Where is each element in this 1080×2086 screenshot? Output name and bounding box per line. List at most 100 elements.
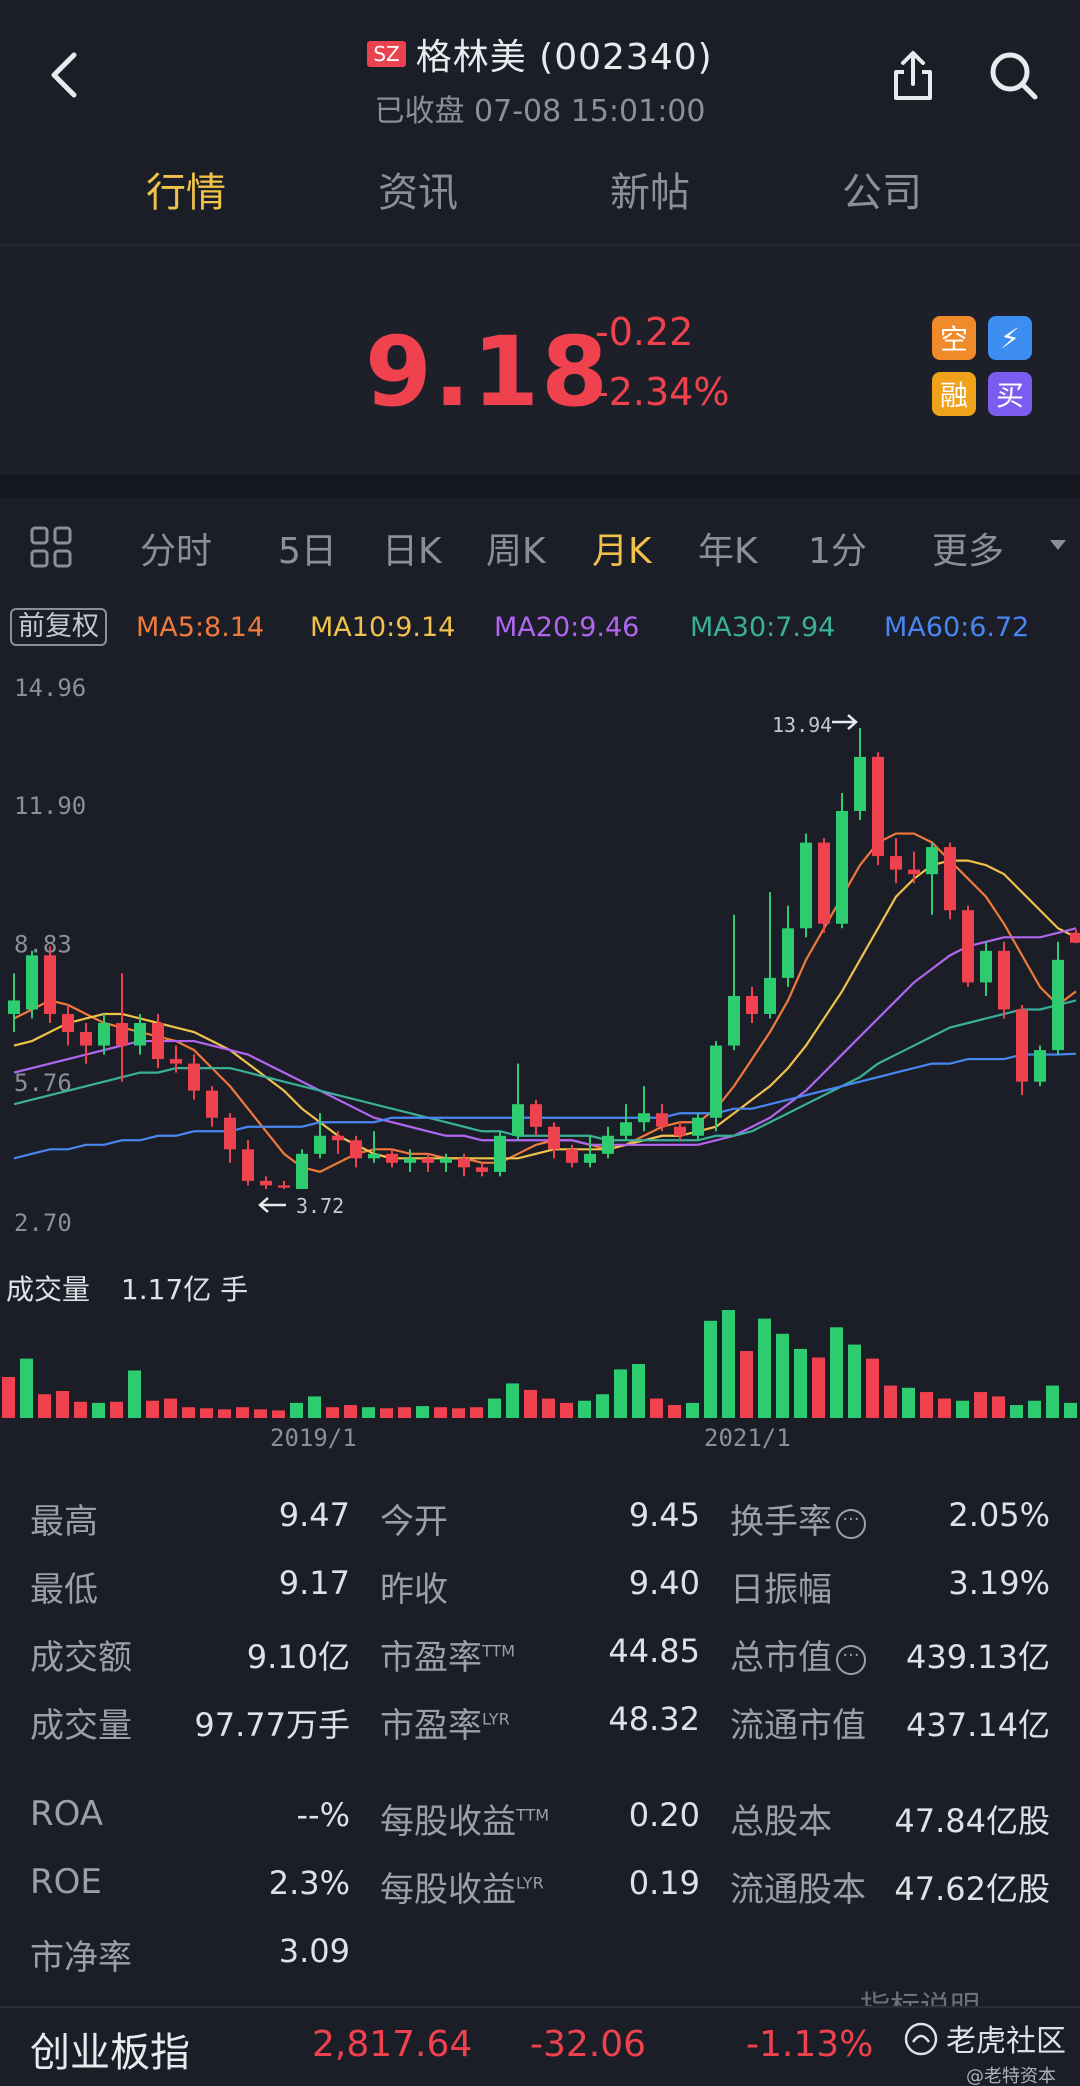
candle-body (1034, 1050, 1046, 1082)
stat-label-suffix: LYR (482, 1709, 510, 1729)
period-tabs: 分时 5日 日K 周K 月K 年K 1分 更多 (0, 498, 1080, 594)
short-sell-icon[interactable]: 空 (932, 316, 976, 360)
volume-bar (902, 1387, 915, 1418)
volume-bar (1010, 1405, 1023, 1418)
volume-bar (938, 1398, 951, 1418)
ma-legend: 前复权 MA5:8.14 MA10:9.14 MA20:9.46 MA30:7.… (0, 604, 1080, 652)
candle-body (332, 1135, 344, 1141)
candle-body (152, 1023, 164, 1060)
buy-icon[interactable]: 买 (988, 372, 1032, 416)
back-button[interactable] (40, 45, 90, 105)
search-button[interactable] (988, 50, 1040, 102)
volume-bar (974, 1392, 987, 1418)
period-daily[interactable]: 日K (382, 531, 442, 572)
volume-bar (524, 1389, 537, 1418)
candle-body (764, 977, 776, 1014)
ma-line-ma20 (13, 927, 1077, 1146)
exchange-badge: SZ (367, 41, 406, 67)
adjust-button[interactable]: 前复权 (10, 608, 107, 646)
index-ticker-bar[interactable]: 创业板指 2,817.64 -32.06 -1.13% 老虎社区 @老特资本 (0, 2006, 1080, 2086)
last-price: 9.18 (365, 316, 610, 428)
volume-bar (452, 1408, 465, 1418)
market-status: 已收盘 07-08 15:01:00 (374, 94, 706, 129)
tab-news[interactable]: 资讯 (378, 170, 458, 216)
watermark-brand: 老虎社区 (946, 2024, 1066, 2059)
chevron-left-icon (51, 52, 77, 98)
tab-company[interactable]: 公司 (842, 170, 922, 216)
period-1min[interactable]: 1分 (808, 531, 867, 572)
ma-line-ma5 (13, 832, 1077, 1174)
stat-value: --% (296, 1796, 351, 1834)
volume-bar (470, 1407, 483, 1418)
volume-bar (776, 1333, 789, 1418)
volume-bar (866, 1358, 879, 1418)
candle-body (494, 1135, 506, 1172)
volume-bar (2, 1376, 15, 1418)
tab-quote[interactable]: 行情 (146, 170, 226, 216)
candle-body (548, 1126, 560, 1150)
stat-value: 439.13亿 (906, 1638, 1050, 1676)
candle-body (872, 756, 884, 857)
y-tick-label: 8.83 (14, 931, 72, 959)
period-more[interactable]: 更多 (932, 531, 1005, 572)
tab-posts[interactable]: 新帖 (610, 170, 690, 216)
caret-down-icon[interactable] (1050, 540, 1066, 552)
candle-body (566, 1149, 578, 1163)
stat-value: 48.32 (608, 1700, 700, 1738)
candle-body (476, 1167, 488, 1172)
stats-grid: 最高 9.47 今开 9.45 换手率 ··· 2.05% 最低 9.17 昨收 9.40 日振幅 3.… (0, 1480, 1080, 2000)
margin-icon[interactable]: 融 (932, 372, 976, 416)
period-yearly[interactable]: 年K (698, 531, 758, 572)
ma30-label: MA30:7.94 (690, 612, 836, 643)
volume-bar (1046, 1385, 1059, 1418)
volume-bar (272, 1410, 285, 1418)
candle-body (242, 1149, 254, 1181)
grid-layout-icon[interactable] (30, 526, 72, 568)
stat-label: 市盈率TTM (380, 1638, 516, 1678)
low-arrow-head (258, 1197, 269, 1213)
volume-bar (722, 1310, 735, 1418)
volume-bar (290, 1402, 303, 1418)
candle-body (206, 1090, 218, 1118)
volume-bar (884, 1385, 897, 1418)
volume-label: 成交量 (6, 1273, 91, 1306)
volume-bar (182, 1407, 195, 1418)
stat-label-suffix: TTM (516, 1805, 550, 1825)
period-intraday[interactable]: 分时 (140, 531, 213, 572)
candle-body (1052, 959, 1064, 1051)
flash-trade-icon[interactable]: ⚡ (988, 316, 1032, 360)
candle-body (170, 1059, 182, 1064)
volume-bar (20, 1358, 33, 1418)
share-button[interactable] (888, 48, 938, 104)
more-info-icon[interactable]: ··· (836, 1508, 866, 1539)
candle-body (692, 1117, 704, 1136)
candle-body (1016, 1009, 1028, 1082)
volume-bar (542, 1398, 555, 1418)
stat-value: 97.77万手 (194, 1706, 350, 1744)
volume-bar (38, 1394, 51, 1418)
candle-body (980, 950, 992, 983)
search-icon (990, 52, 1038, 100)
stat-label: 今开 (380, 1502, 448, 1542)
candle-body (890, 856, 902, 870)
index-name: 创业板指 (30, 2030, 190, 2076)
more-info-icon[interactable]: ··· (836, 1644, 866, 1675)
candle-body (134, 1023, 146, 1046)
share-icon (894, 51, 932, 100)
volume-bar (488, 1398, 501, 1418)
stat-value: 2.3% (268, 1864, 350, 1902)
stat-label: 日振幅 (730, 1570, 832, 1610)
stat-label: 最低 (30, 1570, 98, 1610)
candle-body (8, 1000, 20, 1014)
period-weekly[interactable]: 周K (486, 531, 546, 572)
candle-body (404, 1158, 416, 1163)
period-5day[interactable]: 5日 (278, 531, 337, 572)
stat-value: 0.19 (628, 1864, 700, 1902)
stat-label: 昨收 (380, 1570, 448, 1610)
volume-chart[interactable] (0, 1300, 1080, 1420)
candle-body (1070, 932, 1080, 943)
volume-bar (434, 1407, 447, 1418)
candle-body (638, 1113, 650, 1123)
period-monthly[interactable]: 月K (592, 531, 652, 572)
